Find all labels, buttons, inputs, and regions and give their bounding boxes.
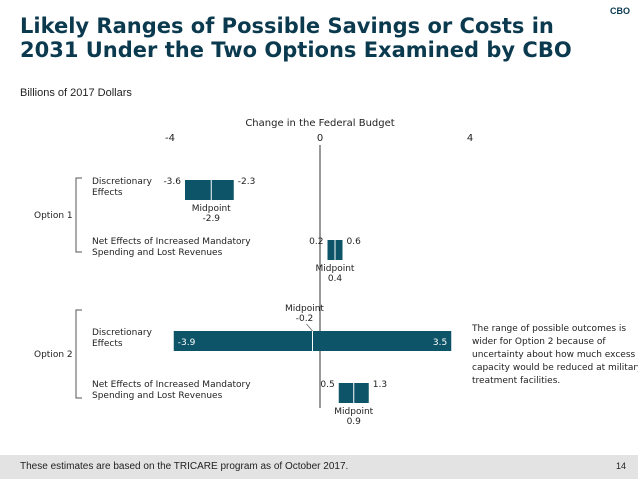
group-bracket <box>75 177 82 253</box>
group-label: Option 2 <box>34 350 73 360</box>
midpoint-label: Midpoint <box>334 407 373 417</box>
tick-label: 4 <box>467 133 473 144</box>
group-bracket <box>75 309 82 399</box>
category-label: Effects <box>92 339 123 349</box>
midpoint-label: Midpoint <box>285 304 324 314</box>
category-label: Discretionary <box>92 177 153 187</box>
category-label: Spending and Lost Revenues <box>92 248 223 258</box>
annotation-line: capacity would be reduced at military <box>472 363 638 373</box>
range-chart: Change in the Federal Budget -4 0 4 Option 1… <box>34 118 638 427</box>
annotation-line: treatment facilities. <box>472 376 560 386</box>
page-title: Likely Ranges of Possible Savings or Cos… <box>20 14 572 62</box>
category-label: Net Effects of Increased Mandatory <box>92 237 251 247</box>
category-label: Spending and Lost Revenues <box>92 391 223 401</box>
chart-title: Change in the Federal Budget <box>245 118 394 129</box>
high-value-label: -2.3 <box>238 177 256 187</box>
midpoint-value-label: 0.9 <box>347 417 362 427</box>
midpoint-value-label: 0.4 <box>328 274 343 284</box>
annotation-line: uncertainty about how much excess <box>472 350 636 360</box>
range-bar <box>185 180 234 200</box>
midpoint-label: Midpoint <box>316 264 355 274</box>
category-label: Net Effects of Increased Mandatory <box>92 380 251 390</box>
high-value-label: 3.5 <box>433 338 447 348</box>
annotation-line: wider for Option 2 because of <box>472 337 606 347</box>
low-value-label: -3.9 <box>178 338 196 348</box>
midpoint-value-label: -2.9 <box>202 214 220 224</box>
midpoint-leader-line <box>306 323 313 332</box>
brand-logo: CBO <box>610 6 630 16</box>
units-subtitle: Billions of 2017 Dollars <box>20 87 132 99</box>
low-value-label: 0.5 <box>320 380 334 390</box>
low-value-label: -3.6 <box>163 177 181 187</box>
page-number: 14 <box>615 461 626 471</box>
midpoint-label: Midpoint <box>192 204 231 214</box>
annotation-line: The range of possible outcomes is <box>471 324 626 334</box>
footer-note: These estimates are based on the TRICARE… <box>20 461 349 472</box>
low-value-label: 0.2 <box>309 237 323 247</box>
category-label: Discretionary <box>92 328 153 338</box>
tick-label: 0 <box>317 133 323 144</box>
high-value-label: 0.6 <box>347 237 362 247</box>
midpoint-value-label: -0.2 <box>296 314 314 324</box>
group-label: Option 1 <box>34 211 73 221</box>
footer-bar: These estimates are based on the TRICARE… <box>0 455 638 479</box>
high-value-label: 1.3 <box>373 380 387 390</box>
tick-label: -4 <box>165 133 175 144</box>
category-label: Effects <box>92 188 123 198</box>
